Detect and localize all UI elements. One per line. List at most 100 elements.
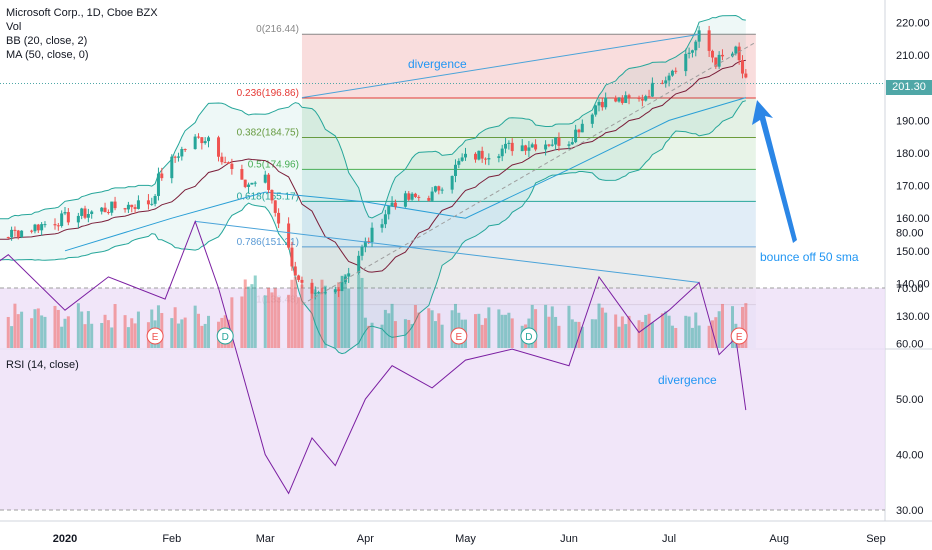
- candle-body: [153, 195, 157, 204]
- candle-body: [313, 292, 317, 294]
- candle-body: [16, 230, 20, 238]
- candle-body: [660, 82, 664, 84]
- candle-body: [317, 292, 321, 294]
- candle-body: [674, 70, 678, 72]
- volume-bar: [20, 311, 24, 348]
- candle-body: [360, 246, 364, 256]
- volume-bar: [741, 306, 745, 348]
- volume-bar: [60, 326, 64, 348]
- candle-body: [690, 50, 694, 53]
- volume-bar: [530, 304, 534, 348]
- candle-body: [53, 224, 57, 226]
- candle-body: [193, 136, 197, 150]
- bounce-arrow-icon: [752, 100, 797, 243]
- rsi-axis-tick: 70.00: [896, 283, 924, 295]
- candle-body: [574, 129, 578, 143]
- price-axis-tick: 210.00: [896, 50, 930, 62]
- volume-bar: [333, 292, 337, 348]
- candle-body: [337, 289, 341, 292]
- candle-body: [393, 202, 397, 207]
- divergence-annotation-price: divergence: [408, 57, 467, 71]
- volume-bar: [337, 282, 341, 348]
- event-marker-label: E: [455, 332, 462, 343]
- volume-bar: [53, 305, 57, 348]
- candle-body: [103, 207, 107, 213]
- volume-bar: [33, 309, 37, 348]
- volume-bar: [720, 303, 724, 348]
- divergence-trendline-price: [301, 33, 700, 99]
- volume-bar: [597, 303, 601, 348]
- candle-body: [240, 169, 244, 180]
- volume-bar: [63, 318, 67, 348]
- volume-bar: [200, 325, 204, 348]
- fib-band: [301, 169, 756, 202]
- volume-bar: [477, 313, 481, 348]
- price-axis-tick: 170.00: [896, 181, 930, 193]
- candle-body: [160, 173, 164, 179]
- candle-body: [363, 241, 367, 247]
- candle-body: [110, 201, 114, 213]
- candle-body: [6, 237, 10, 239]
- volume-bar: [440, 324, 444, 348]
- volume-bar: [360, 277, 364, 348]
- volume-bar: [594, 319, 598, 348]
- candle-body: [347, 273, 351, 277]
- candle-body: [524, 145, 528, 151]
- event-marker-label: E: [152, 332, 159, 343]
- candle-body: [544, 144, 548, 150]
- candle-body: [133, 207, 137, 209]
- volume-bar: [297, 297, 301, 348]
- volume-bar: [647, 313, 651, 348]
- rsi-axis-tick: 80.00: [896, 228, 924, 240]
- candle-body: [113, 201, 117, 209]
- volume-bar: [627, 315, 631, 348]
- candle-body: [547, 144, 551, 146]
- divergence-trendline-rsi: [195, 220, 700, 283]
- rsi-axis-tick: 40.00: [896, 450, 924, 462]
- candle-body: [433, 186, 437, 192]
- fib-band: [301, 201, 756, 247]
- volume-bar: [13, 303, 17, 348]
- volume-bars: [6, 274, 748, 348]
- candle-body: [717, 54, 721, 67]
- volume-bar: [664, 311, 668, 348]
- price-axis-tick: 140.00: [896, 278, 930, 290]
- fib-level-label: 0.5(174.96): [248, 159, 299, 170]
- rsi-line: [0, 219, 747, 495]
- volume-bar: [410, 324, 414, 348]
- volume-bar: [497, 309, 501, 348]
- volume-bar: [710, 320, 714, 348]
- volume-bar: [196, 313, 200, 348]
- candle-body: [624, 95, 628, 103]
- volume-bar: [567, 305, 571, 348]
- volume-bar: [697, 325, 701, 348]
- volume-bar: [277, 297, 281, 348]
- volume-bar: [387, 313, 391, 348]
- candle-body: [694, 41, 698, 51]
- volume-bar: [293, 276, 297, 348]
- candle-body: [36, 224, 40, 231]
- fib-band: [301, 34, 756, 99]
- last-price-tag: 201.30: [886, 80, 932, 95]
- volume-bar: [707, 325, 711, 348]
- volume-bar: [100, 322, 104, 348]
- event-marker: [450, 327, 468, 345]
- candle-body: [333, 289, 337, 293]
- bollinger-fill: [0, 15, 746, 354]
- volume-bar: [600, 307, 604, 348]
- volume-bar: [230, 297, 234, 348]
- candle-body: [227, 162, 231, 164]
- price-axis-tick: 180.00: [896, 148, 930, 160]
- volume-bar: [30, 318, 34, 348]
- bollinger-lower: [0, 100, 746, 355]
- rsi-axis-tick: 50.00: [896, 394, 924, 406]
- candle-body: [173, 156, 177, 158]
- price-axis-tick: 150.00: [896, 246, 930, 258]
- candle-body: [180, 149, 184, 157]
- candle-body: [183, 149, 187, 151]
- rsi-legend: RSI (14, close): [6, 359, 79, 371]
- candle-body: [207, 137, 211, 142]
- candle-body: [410, 193, 414, 200]
- candle-body: [60, 213, 64, 226]
